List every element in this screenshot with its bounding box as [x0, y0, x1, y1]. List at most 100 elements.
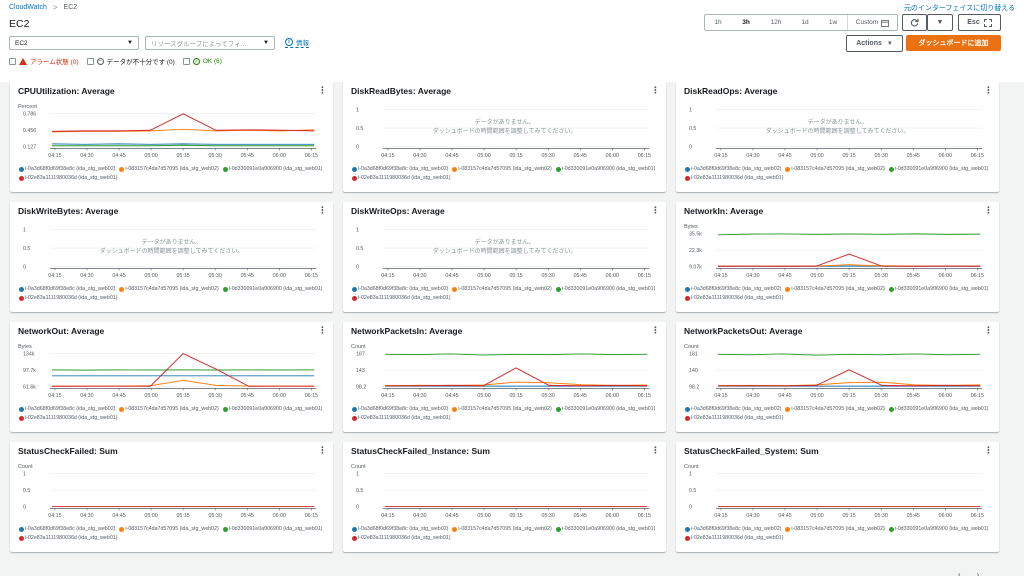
- legend-item[interactable]: i-02e83a1111980036d (ida_stg_web01): [685, 415, 783, 421]
- legend-item[interactable]: i-0a3d68f0d69f38e8c (ida_stg_web02): [352, 286, 448, 292]
- widget-menu-icon[interactable]: ⋮: [651, 325, 660, 335]
- series-line[interactable]: [717, 353, 981, 356]
- widget-menu-icon[interactable]: ⋮: [651, 85, 660, 95]
- legend-item[interactable]: i-02e83a1111980036d (ida_stg_web01): [19, 535, 117, 541]
- time-range-3h[interactable]: 3h: [742, 19, 750, 26]
- widget-menu-icon[interactable]: ⋮: [318, 205, 327, 215]
- legend-item[interactable]: i-0d330091e0a906900 (ida_stg_web01): [888, 166, 988, 172]
- series-line[interactable]: [717, 233, 981, 236]
- metric-chart[interactable]: 1 0.5 0 04:15 04:30 04:45 05:00 05:15 05:30 05:45…: [16, 220, 328, 280]
- time-range-custom[interactable]: Custom: [847, 15, 897, 30]
- time-range-1w[interactable]: 1w: [828, 19, 838, 26]
- series-line[interactable]: [385, 367, 648, 387]
- metric-chart[interactable]: 1 0.5 0 04:15 04:30 04:45 05:00 05:15 05:30 05:45…: [349, 460, 661, 520]
- legend-item[interactable]: i-02e83a1111980036d (ida_stg_web01): [685, 175, 783, 181]
- widget-menu-icon[interactable]: ⋮: [651, 205, 660, 215]
- legend-item[interactable]: i-02e83a1111980036d (ida_stg_web01): [352, 175, 450, 181]
- legend-item[interactable]: i-0d330091e0a906900 (ida_stg_web01): [222, 406, 322, 412]
- series-line[interactable]: [384, 353, 648, 356]
- legend-item[interactable]: i-083157c4da7d57095 (ida_stg_web02): [785, 166, 885, 172]
- esc-button[interactable]: Esc: [958, 14, 1001, 31]
- legend-item[interactable]: i-0d330091e0a906900 (ida_stg_web01): [222, 286, 322, 292]
- legend-item[interactable]: i-083157c4da7d57095 (ida_stg_web02): [119, 166, 219, 172]
- filter-alarm-checkbox[interactable]: [9, 57, 16, 65]
- legend-item[interactable]: i-083157c4da7d57095 (ida_stg_web02): [452, 286, 552, 292]
- widget-menu-icon[interactable]: ⋮: [651, 445, 660, 455]
- legend-item[interactable]: i-0a3d68f0d69f38e8c (ida_stg_web02): [352, 526, 448, 532]
- series-line[interactable]: [718, 369, 981, 387]
- filter-ok[interactable]: ✓ OK (6): [182, 57, 222, 65]
- legend-item[interactable]: i-0a3d68f0d69f38e8c (ida_stg_web02): [19, 526, 115, 532]
- legend-item[interactable]: i-083157c4da7d57095 (ida_stg_web02): [785, 526, 885, 532]
- info-link[interactable]: i 情報: [285, 37, 309, 48]
- metric-chart[interactable]: 1 0.5 0 04:15 04:30 04:45 05:00 05:15 05:30 05:45…: [682, 100, 994, 160]
- legend-item[interactable]: i-0a3d68f0d69f38e8c (ida_stg_web02): [685, 526, 781, 532]
- widget-menu-icon[interactable]: ⋮: [318, 85, 327, 95]
- metric-chart[interactable]: 1 0.5 0 04:15 04:30 04:45 05:00 05:15 05:30 05:45…: [349, 100, 661, 160]
- series-line[interactable]: [51, 352, 315, 387]
- legend-item[interactable]: i-0d330091e0a906900 (ida_stg_web01): [555, 406, 655, 412]
- legend-item[interactable]: i-0a3d68f0d69f38e8c (ida_stg_web02): [685, 286, 781, 292]
- legend-item[interactable]: i-02e83a1111980036d (ida_stg_web01): [352, 535, 450, 541]
- legend-item[interactable]: i-0a3d68f0d69f38e8c (ida_stg_web02): [352, 406, 448, 412]
- legend-item[interactable]: i-0a3d68f0d69f38e8c (ida_stg_web02): [19, 406, 115, 412]
- widget-menu-icon[interactable]: ⋮: [318, 445, 327, 455]
- legend-item[interactable]: i-0a3d68f0d69f38e8c (ida_stg_web02): [19, 286, 115, 292]
- legend-item[interactable]: i-083157c4da7d57095 (ida_stg_web02): [452, 166, 552, 172]
- legend-item[interactable]: i-02e83a1111980036d (ida_stg_web01): [352, 295, 450, 301]
- metric-chart[interactable]: 0.786 0.456 0.127 04:15 04:30 04:45 05:00 05:15…: [16, 100, 328, 160]
- service-select[interactable]: EC2 ▼: [9, 36, 139, 50]
- metric-chart[interactable]: 35.5k 22.3k 9.07k 04:15 04:30 04:45 05:00 05:15…: [682, 220, 994, 280]
- legend-item[interactable]: i-0d330091e0a906900 (ida_stg_web01): [555, 166, 655, 172]
- time-range-1h[interactable]: 1h: [714, 19, 722, 26]
- filter-insufficient[interactable]: – データが不十分です (0): [86, 56, 175, 66]
- metric-chart[interactable]: 181 140 98.2 04:15 04:30 04:45 05:00 05:15 05:30…: [682, 340, 994, 400]
- legend-item[interactable]: i-083157c4da7d57095 (ida_stg_web02): [452, 526, 552, 532]
- series-line[interactable]: [51, 128, 315, 133]
- legend-item[interactable]: i-083157c4da7d57095 (ida_stg_web02): [785, 286, 885, 292]
- legend-item[interactable]: i-0d330091e0a906900 (ida_stg_web01): [888, 526, 988, 532]
- breadcrumb-cloudwatch[interactable]: CloudWatch: [9, 4, 47, 11]
- refresh-button[interactable]: [902, 14, 927, 31]
- switch-interface-link[interactable]: 元のインターフェイスに切り替える: [903, 5, 1015, 12]
- widget-menu-icon[interactable]: ⋮: [984, 445, 993, 455]
- widget-menu-icon[interactable]: ⋮: [984, 205, 993, 215]
- legend-item[interactable]: i-0d330091e0a906900 (ida_stg_web01): [222, 526, 322, 532]
- legend-item[interactable]: i-0a3d68f0d69f38e8c (ida_stg_web02): [685, 166, 781, 172]
- legend-item[interactable]: i-0d330091e0a906900 (ida_stg_web01): [555, 286, 655, 292]
- filter-ok-checkbox[interactable]: [182, 57, 190, 65]
- add-to-dashboard-button[interactable]: ダッシュボードに追加: [906, 35, 1001, 51]
- legend-item[interactable]: i-0a3d68f0d69f38e8c (ida_stg_web02): [685, 406, 781, 412]
- legend-item[interactable]: i-02e83a1111980036d (ida_stg_web01): [685, 295, 783, 301]
- actions-button[interactable]: Actions ▼: [846, 35, 903, 52]
- widget-menu-icon[interactable]: ⋮: [318, 325, 327, 335]
- filter-insufficient-checkbox[interactable]: [86, 57, 94, 65]
- refresh-options-button[interactable]: ▼: [927, 14, 953, 31]
- legend-item[interactable]: i-083157c4da7d57095 (ida_stg_web02): [119, 406, 219, 412]
- legend-item[interactable]: i-02e83a1111980036d (ida_stg_web01): [19, 175, 117, 181]
- resource-group-select[interactable]: リソースグループによってフィ... ▼: [145, 36, 275, 50]
- legend-item[interactable]: i-0a3d68f0d69f38e8c (ida_stg_web02): [19, 166, 115, 172]
- legend-item[interactable]: i-083157c4da7d57095 (ida_stg_web02): [452, 406, 552, 412]
- legend-item[interactable]: i-02e83a1111980036d (ida_stg_web01): [19, 415, 117, 421]
- legend-item[interactable]: i-083157c4da7d57095 (ida_stg_web02): [119, 526, 219, 532]
- legend-item[interactable]: i-02e83a1111980036d (ida_stg_web01): [685, 535, 783, 541]
- legend-item[interactable]: i-083157c4da7d57095 (ida_stg_web02): [785, 406, 885, 412]
- widget-menu-icon[interactable]: ⋮: [984, 325, 993, 335]
- legend-item[interactable]: i-0a3d68f0d69f38e8c (ida_stg_web02): [352, 166, 448, 172]
- legend-item[interactable]: i-02e83a1111980036d (ida_stg_web01): [19, 295, 117, 301]
- prev-page-icon[interactable]: ‹: [958, 570, 961, 576]
- legend-item[interactable]: i-0d330091e0a906900 (ida_stg_web01): [888, 406, 988, 412]
- series-line[interactable]: [51, 379, 315, 387]
- metric-chart[interactable]: 1 0.5 0 04:15 04:30 04:45 05:00 05:15 05:30 05:45…: [16, 460, 328, 520]
- metric-chart[interactable]: 134k 97.7k 61.6k 04:15 04:30 04:45 05:00 05:15 0…: [16, 340, 328, 400]
- series-line[interactable]: [51, 113, 315, 132]
- time-range-1d[interactable]: 1d: [801, 19, 809, 26]
- legend-item[interactable]: i-0d330091e0a906900 (ida_stg_web01): [222, 166, 322, 172]
- next-page-icon[interactable]: ›: [976, 570, 980, 576]
- legend-item[interactable]: i-083157c4da7d57095 (ida_stg_web02): [119, 286, 219, 292]
- legend-item[interactable]: i-0d330091e0a906900 (ida_stg_web01): [555, 526, 655, 532]
- metric-chart[interactable]: 187 143 98.2 04:15 04:30 04:45 05:00 05:15 05:30…: [349, 340, 661, 400]
- metric-chart[interactable]: 1 0.5 0 04:15 04:30 04:45 05:00 05:15 05:30 05:45…: [349, 220, 661, 280]
- legend-item[interactable]: i-02e83a1111980036d (ida_stg_web01): [352, 415, 450, 421]
